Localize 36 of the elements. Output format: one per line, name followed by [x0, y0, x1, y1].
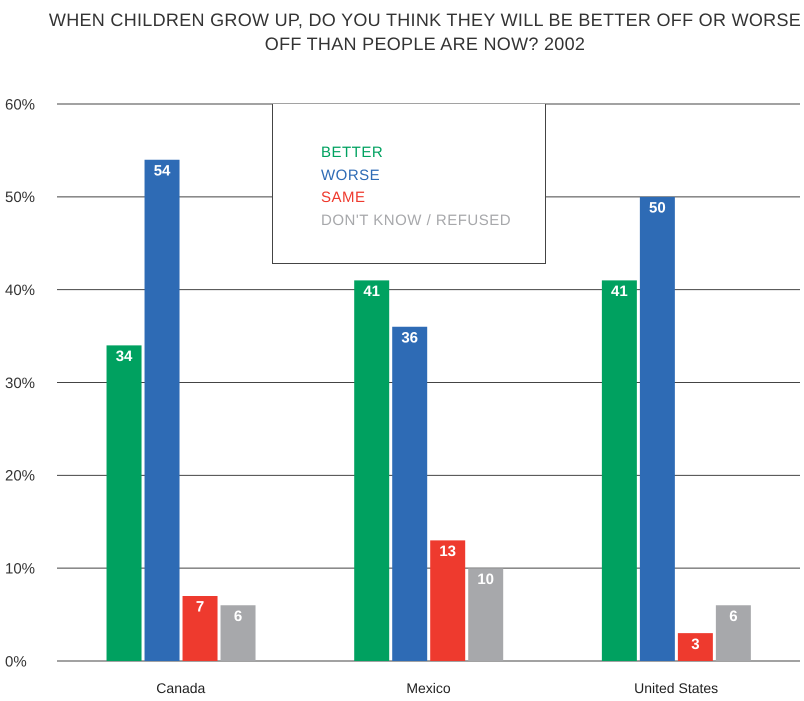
bar — [678, 633, 713, 661]
bar — [182, 596, 218, 661]
bar — [468, 568, 504, 661]
data-label: 6 — [234, 608, 242, 625]
bar — [106, 345, 142, 661]
y-tick-label: 50% — [5, 189, 36, 206]
data-label: 54 — [154, 162, 172, 180]
y-tick-label: 0% — [5, 653, 27, 670]
data-label: 34 — [116, 348, 134, 366]
data-label: 3 — [691, 636, 700, 653]
data-label: 41 — [363, 283, 380, 300]
bar — [220, 605, 256, 661]
y-tick-label: 30% — [5, 374, 36, 392]
bar — [392, 326, 428, 661]
y-tick-label: 20% — [5, 468, 36, 485]
y-tick-label: 40% — [5, 282, 36, 299]
data-label: 10 — [477, 570, 494, 588]
x-tick-label: Mexico — [406, 680, 451, 696]
bar — [716, 605, 751, 661]
legend-box: BETTER WORSE SAME DON'T KNOW / REFUSED — [272, 104, 546, 264]
bar — [354, 280, 390, 661]
chart-title: WHEN CHILDREN GROW UP, DO YOU THINK THEY WILL BE BETTER OFF OR WORSE OFF THAN PEOPLE ARE NOW? 2002 — [48, 9, 802, 56]
bar — [602, 280, 637, 661]
data-label: 36 — [401, 329, 418, 346]
data-label: 50 — [649, 199, 666, 216]
bar — [144, 160, 180, 661]
data-label: 7 — [196, 598, 204, 616]
x-tick-label: United States — [634, 680, 718, 696]
bar — [640, 196, 675, 661]
data-label: 6 — [729, 608, 738, 625]
x-tick-label: Canada — [156, 680, 206, 696]
bar — [430, 540, 466, 661]
y-tick-label: 60% — [5, 96, 36, 114]
data-label: 13 — [439, 542, 456, 560]
data-label: 41 — [611, 283, 628, 300]
y-tick-label: 10% — [5, 560, 36, 578]
